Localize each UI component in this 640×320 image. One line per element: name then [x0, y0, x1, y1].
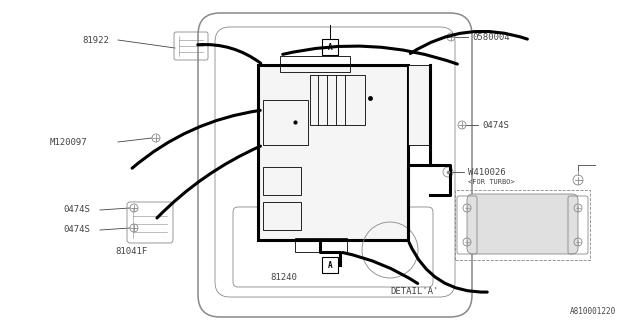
Text: 0474S: 0474S [63, 205, 90, 214]
Bar [310, 75, 365, 125]
Text: A: A [328, 43, 332, 52]
Text: A: A [328, 260, 332, 269]
Text: 81922: 81922 [82, 36, 109, 44]
Bar [263, 167, 301, 195]
Text: 0580004: 0580004 [472, 33, 509, 42]
Text: 0474S: 0474S [63, 226, 90, 235]
Bar [295, 238, 347, 252]
Text: 81240: 81240 [270, 274, 297, 283]
Text: 81931P<RH><-'06MY>: 81931P<RH><-'06MY> [483, 230, 566, 239]
Bar [263, 202, 301, 230]
Bar [322, 257, 338, 273]
Text: W410026: W410026 [468, 167, 506, 177]
Text: 81041F: 81041F [115, 247, 147, 257]
Text: DETAIL'A': DETAIL'A' [390, 287, 438, 297]
Bar [455, 190, 590, 260]
Polygon shape [408, 65, 430, 145]
Text: <FOR TURBO>: <FOR TURBO> [468, 179, 515, 185]
Text: A810001220: A810001220 [570, 308, 616, 316]
Text: 819310<LH>: 819310<LH> [483, 244, 529, 252]
Text: 0474S: 0474S [482, 121, 509, 130]
FancyBboxPatch shape [467, 194, 578, 254]
Bar [280, 56, 350, 72]
Bar [322, 39, 338, 55]
Text: M120097: M120097 [50, 138, 88, 147]
Bar [258, 65, 408, 240]
Bar [263, 100, 308, 145]
